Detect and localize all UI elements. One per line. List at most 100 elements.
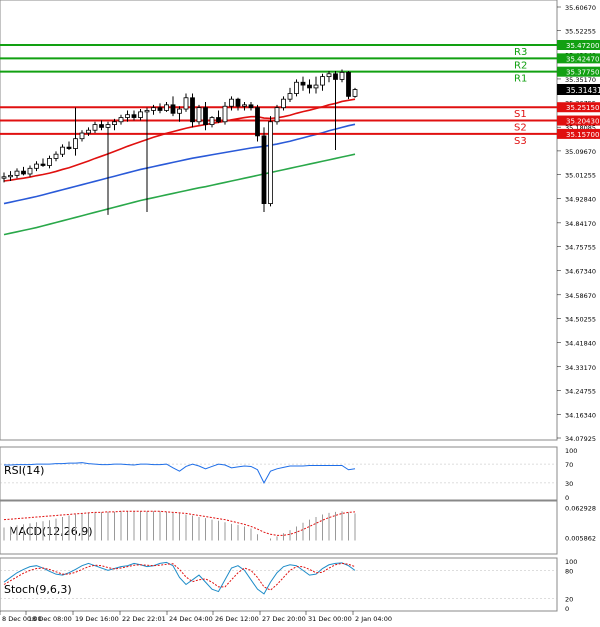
- candle-body-up: [229, 98, 234, 107]
- level-name-s1: S1: [514, 109, 527, 120]
- candle: [118, 114, 124, 125]
- candle: [326, 70, 332, 83]
- level-tag-label: 35.25150: [566, 104, 599, 112]
- price-tick-label: 34.07925: [565, 435, 596, 443]
- candle: [229, 96, 234, 111]
- candle-body-down: [203, 107, 208, 125]
- candle: [333, 70, 338, 150]
- candle-body-down: [216, 117, 221, 123]
- stoch-main-line: [3, 561, 356, 595]
- level-tag-label: 35.42470: [566, 55, 599, 63]
- candle-body-up: [313, 84, 319, 89]
- candle-body-down: [300, 81, 306, 86]
- stoch-signal-line: [3, 562, 356, 591]
- candle: [216, 110, 221, 124]
- candle: [170, 96, 176, 117]
- stoch-panel-frame: [0, 557, 558, 612]
- price-tick-label: 35.01255: [565, 172, 596, 180]
- candle-body-up: [73, 138, 78, 149]
- candle: [86, 127, 91, 136]
- price-tick-label: 34.75755: [565, 244, 596, 252]
- candle-body-up: [138, 111, 143, 118]
- candle: [105, 121, 111, 215]
- candle-body-up: [274, 107, 280, 123]
- candle-body-up: [177, 108, 182, 114]
- candle: [255, 104, 260, 142]
- candle-body-up: [92, 124, 98, 131]
- candle: [14, 168, 20, 179]
- candle-body-up: [60, 146, 65, 155]
- candle-body-up: [53, 153, 59, 159]
- candle: [261, 127, 267, 213]
- ma-blue-line: [3, 123, 356, 205]
- candle-body-down: [248, 104, 254, 109]
- price-tick-label: 34.50255: [565, 316, 596, 324]
- candle-body-up: [79, 132, 85, 140]
- candle: [177, 106, 182, 122]
- level-tag-bg: [557, 66, 600, 77]
- candle: [287, 87, 293, 103]
- stoch-tick-label: 20: [565, 596, 573, 604]
- candle: [138, 109, 143, 121]
- candle: [190, 93, 195, 128]
- candle-body-up: [352, 89, 358, 97]
- candle-body-up: [112, 121, 117, 125]
- stoch-tick-label: 80: [565, 567, 573, 575]
- candle-body-up: [281, 98, 286, 109]
- candle: [112, 118, 117, 131]
- time-tick-label: 31 Dec 00:00: [308, 615, 352, 623]
- candle: [268, 116, 273, 207]
- time-tick-label: 27 Dec 20:00: [262, 615, 306, 623]
- price-tick-label: 34.24755: [565, 388, 596, 396]
- current-price-tag-bg: [557, 84, 600, 95]
- candle: [203, 102, 208, 131]
- level-name-s2: S2: [514, 123, 527, 134]
- candle: [313, 76, 319, 94]
- candle: [281, 96, 286, 111]
- rsi-panel: RSI(14): [0, 446, 558, 501]
- candle: [47, 155, 52, 169]
- candle-body-up: [326, 73, 332, 78]
- moving-averages: [3, 98, 356, 236]
- candle-body-down: [40, 163, 46, 166]
- candle: [248, 102, 254, 111]
- candles: [1, 69, 358, 215]
- price-tick-label: 35.09670: [565, 148, 596, 156]
- time-tick-label: 19 Dec 16:00: [75, 615, 119, 623]
- candle-body-down: [255, 107, 260, 137]
- candle: [151, 104, 156, 115]
- level-tag-label: 35.20430: [566, 118, 599, 126]
- candle-body-down: [261, 135, 267, 204]
- price-tick-label: 34.41840: [565, 339, 596, 347]
- candle-body-down: [190, 97, 195, 123]
- candle-body-down: [66, 146, 72, 149]
- candle-body-up: [86, 129, 91, 134]
- candle: [8, 171, 13, 182]
- time-tick-label: 24 Dec 04:00: [169, 615, 213, 623]
- candle: [183, 93, 189, 112]
- macd-tick-label: 0.005862: [565, 534, 596, 542]
- price-tick-label: 34.16340: [565, 411, 596, 419]
- price-tick-label: 34.33170: [565, 364, 596, 372]
- candle-body-up: [8, 174, 13, 178]
- rsi-panel-frame: [0, 446, 558, 501]
- candle-body-up: [320, 76, 325, 86]
- macd-tick-label: 0.062928: [565, 505, 596, 513]
- level-name-r1: R1: [514, 74, 527, 85]
- time-tick-label: 26 Dec 12:00: [215, 615, 259, 623]
- rsi-tick-label: 30: [565, 480, 573, 488]
- macd-panel: MACD(12,26,9): [0, 500, 558, 555]
- time-tick-label: 18 Dec 08:00: [28, 615, 72, 623]
- macd-title: MACD(12,26,9): [9, 525, 93, 538]
- candle-body-down: [346, 71, 351, 97]
- price-tick-label: 35.60670: [565, 4, 596, 12]
- candle: [66, 141, 72, 150]
- candle: [92, 121, 98, 134]
- candle: [53, 151, 59, 162]
- candle-body-down: [99, 124, 104, 128]
- candle: [274, 104, 280, 125]
- macd-signal-line: [3, 510, 356, 536]
